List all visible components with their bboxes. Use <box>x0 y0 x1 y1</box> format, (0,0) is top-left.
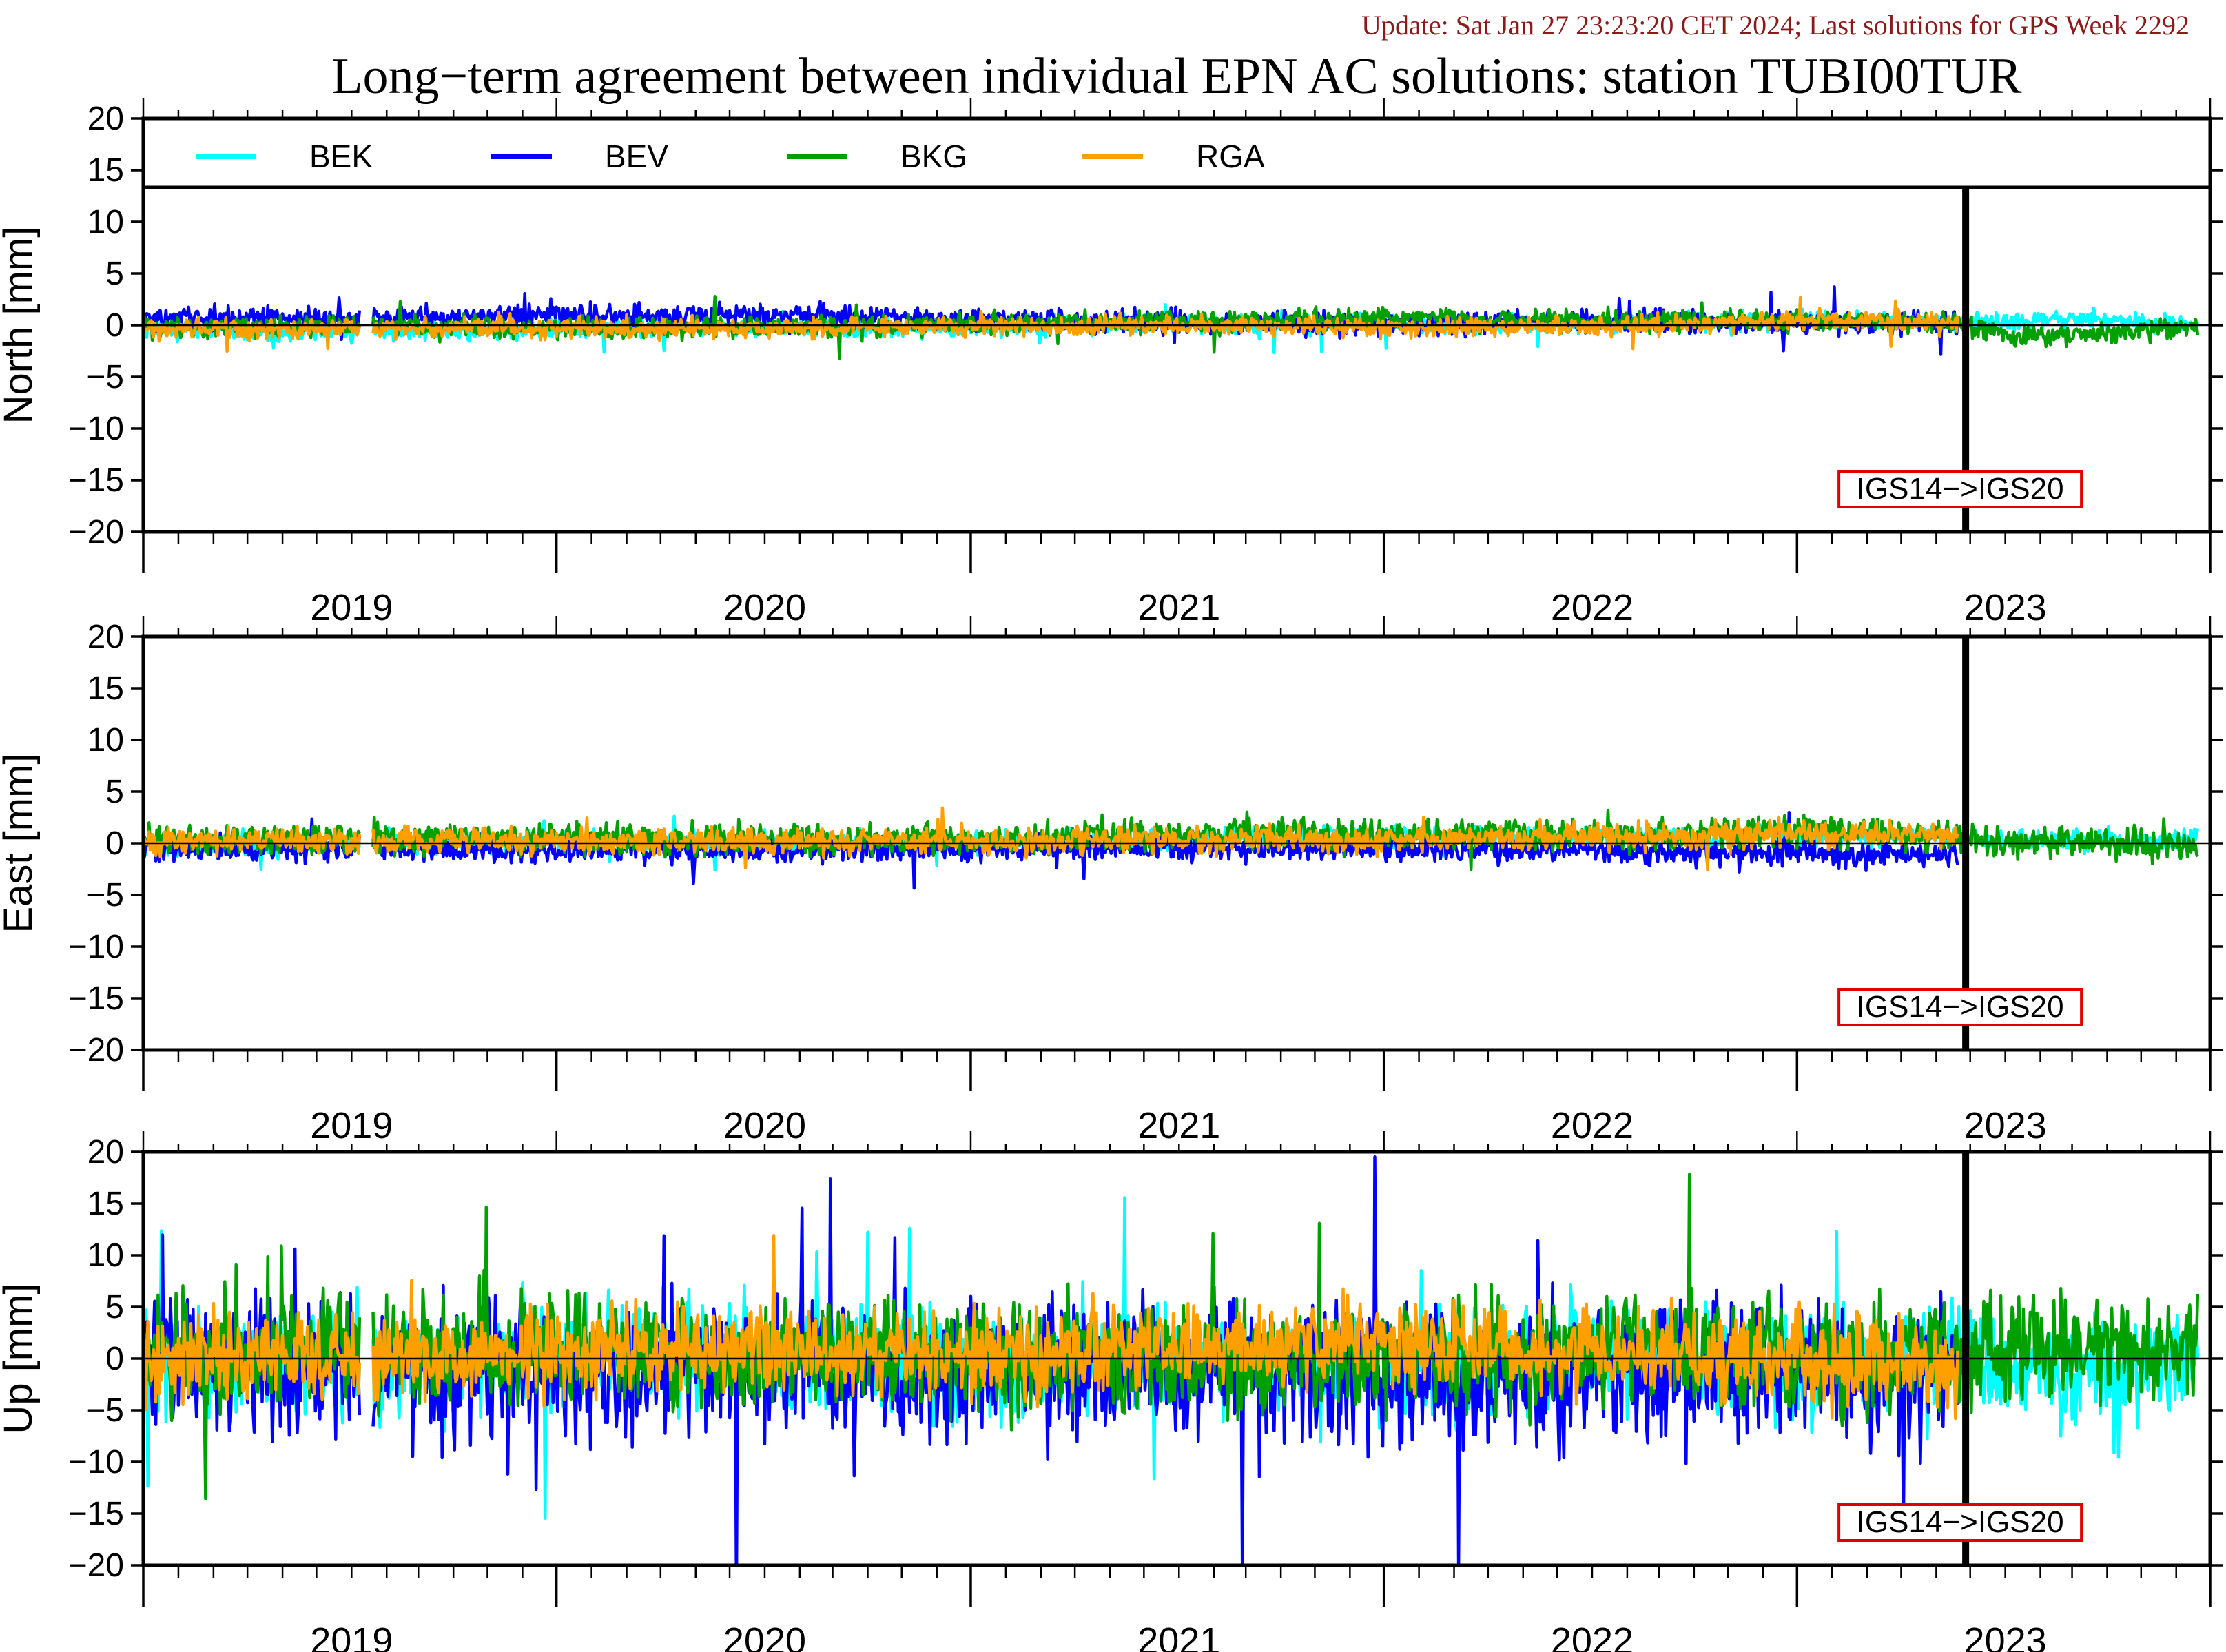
series-line-rga <box>143 316 361 353</box>
y-tick-label: 0 <box>105 307 124 344</box>
data-lines <box>143 285 2200 360</box>
y-tick-label: −15 <box>68 462 124 499</box>
frame-change-label: IGS14−>IGS20 <box>1857 472 2064 506</box>
y-tick-label: 20 <box>87 101 124 137</box>
x-year-label: 2019 <box>310 587 393 628</box>
y-tick-label: 10 <box>87 1237 124 1274</box>
x-year-label: 2023 <box>1964 587 2047 628</box>
y-tick-label: −10 <box>68 411 124 447</box>
y-tick-label: 0 <box>105 825 124 862</box>
legend-label-bek: BEK <box>309 138 373 174</box>
y-tick-label: 20 <box>87 1134 124 1170</box>
y-axis-label: North [mm] <box>0 227 41 424</box>
y-tick-label: 20 <box>87 619 124 655</box>
y-tick-label: −20 <box>68 514 124 550</box>
y-tick-label: 5 <box>105 1289 124 1325</box>
legend-label-bev: BEV <box>605 138 668 174</box>
series-line-rga <box>371 1234 1959 1421</box>
x-year-label: 2023 <box>1964 1620 2047 1652</box>
y-tick-label: −20 <box>68 1032 124 1068</box>
x-year-label: 2019 <box>310 1105 393 1146</box>
y-tick-label: −5 <box>86 1392 124 1429</box>
panel-east: 20 15 10 5 0 −5 −10 −15 −20 East [mm] 2019 2020 2021… <box>0 616 2223 1146</box>
series-line-rga <box>143 824 362 858</box>
series-line-rga <box>143 1301 362 1411</box>
y-tick-label: −10 <box>68 929 124 965</box>
x-year-label: 2020 <box>723 1620 806 1652</box>
y-tick-label: 0 <box>105 1341 124 1377</box>
y-tick-label: −15 <box>68 1496 124 1532</box>
frame-change-box <box>1837 1503 2083 1542</box>
y-tick-label: −5 <box>86 359 124 395</box>
data-lines <box>143 806 2200 890</box>
x-year-label: 2022 <box>1551 1105 1634 1146</box>
x-year-label: 2019 <box>310 1620 393 1652</box>
y-tick-label: 10 <box>87 204 124 240</box>
x-year-label: 2021 <box>1137 1620 1220 1652</box>
frame-change-box <box>1837 470 2083 508</box>
y-tick-label: 15 <box>87 152 124 189</box>
update-timestamp: Update: Sat Jan 27 23:23:20 CET 2024; La… <box>1361 10 2189 41</box>
y-tick-label: 5 <box>105 256 124 292</box>
y-tick-label: −20 <box>68 1547 124 1584</box>
frame-change-box <box>1837 988 2083 1026</box>
x-year-label: 2021 <box>1137 1105 1220 1146</box>
y-tick-label: 5 <box>105 774 124 810</box>
chart-title: Long−term agreement between individual E… <box>331 48 2022 105</box>
x-year-label: 2021 <box>1137 587 1220 628</box>
y-tick-label: 15 <box>87 670 124 707</box>
legend-label-bkg: BKG <box>900 138 967 174</box>
y-axis-label: East [mm] <box>0 753 41 933</box>
x-year-label: 2023 <box>1964 1105 2047 1146</box>
y-tick-label: 10 <box>87 722 124 758</box>
panel-up: 20 15 10 5 0 −5 −10 −15 −20 Up [mm] 2019 2020 2021 20… <box>0 1131 2223 1652</box>
x-year-label: 2020 <box>723 1105 806 1146</box>
y-axis-label: Up [mm] <box>0 1283 41 1434</box>
legend-label-rga: RGA <box>1196 138 1265 174</box>
frame-change-label: IGS14−>IGS20 <box>1857 990 2064 1024</box>
series-line-bev <box>143 296 362 342</box>
data-lines <box>143 1155 2200 1565</box>
y-tick-label: −10 <box>68 1444 124 1480</box>
frame-change-label: IGS14−>IGS20 <box>1857 1505 2064 1539</box>
legend-box <box>141 116 2212 189</box>
x-year-label: 2020 <box>723 587 806 628</box>
y-tick-label: −15 <box>68 980 124 1017</box>
panel-north: 20 15 10 5 0 −5 −10 −15 −20 North [mm] 2019 2020 202… <box>0 98 2223 628</box>
x-year-label: 2022 <box>1551 1620 1634 1652</box>
y-tick-label: 15 <box>87 1186 124 1222</box>
y-tick-label: −5 <box>86 877 124 913</box>
x-year-label: 2022 <box>1551 587 1634 628</box>
